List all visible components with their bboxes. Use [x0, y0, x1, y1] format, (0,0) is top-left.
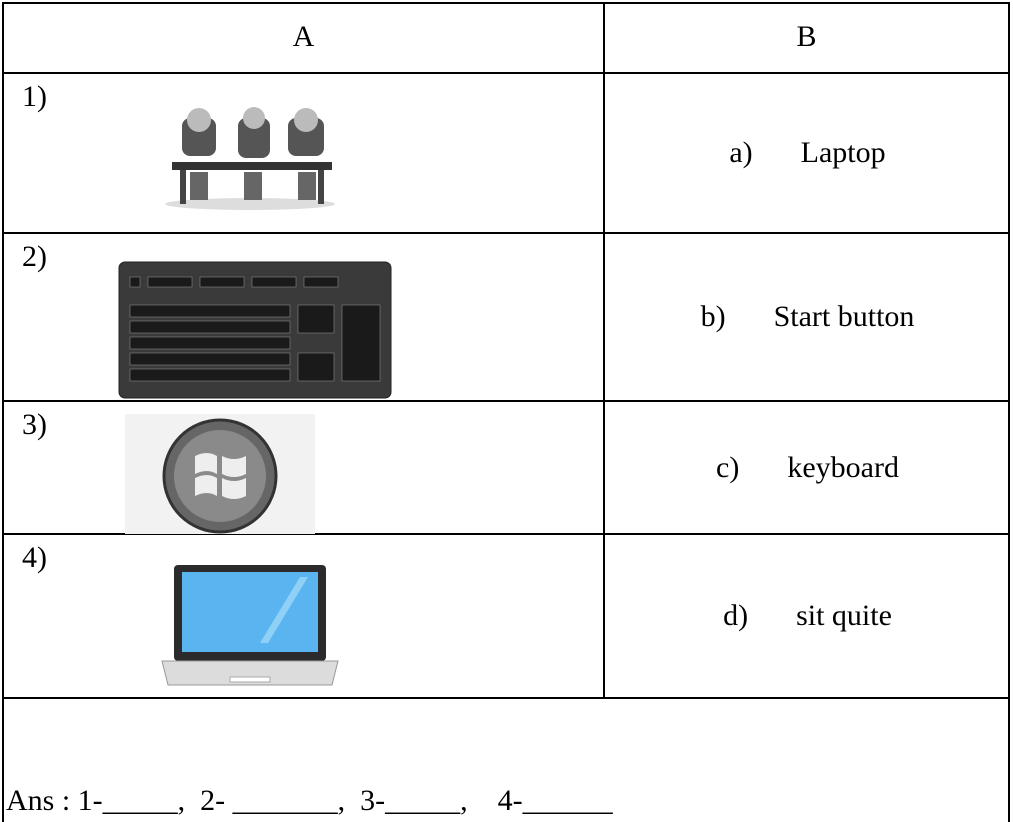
start-button-image [125, 414, 315, 534]
item-number: 1) [22, 80, 47, 113]
header-b: B [796, 20, 817, 53]
border [1008, 2, 1010, 822]
border [2, 697, 1010, 699]
option-text: keyboard [787, 450, 899, 484]
border [2, 533, 1010, 535]
option: b) Start button [605, 234, 1010, 400]
laptop-image [161, 565, 339, 686]
option-text: Start button [773, 300, 915, 333]
border [2, 2, 1010, 4]
border [603, 2, 605, 699]
option-letter: c) [716, 450, 740, 484]
keyboard-image [118, 261, 392, 399]
border [2, 72, 1010, 74]
option-letter: b) [700, 300, 726, 333]
children-image [165, 107, 335, 210]
item-number: 2) [22, 240, 47, 273]
item-number: 3) [22, 408, 47, 441]
header-a: A [292, 20, 315, 53]
answer-line: Ans : 1-_____, 2- _______, 3-_____, 4-__… [6, 784, 613, 817]
option-letter: d) [723, 599, 749, 632]
border [2, 232, 1010, 234]
option-text: Laptop [800, 136, 886, 169]
option: a) Laptop [605, 74, 1010, 232]
item-number: 4) [22, 541, 47, 574]
border [2, 2, 4, 822]
border [2, 400, 1010, 402]
option-text: sit quite [796, 599, 892, 632]
option-letter: a) [729, 136, 753, 169]
option: d) sit quite [605, 535, 1010, 697]
option: c) keyboard [605, 402, 1010, 533]
